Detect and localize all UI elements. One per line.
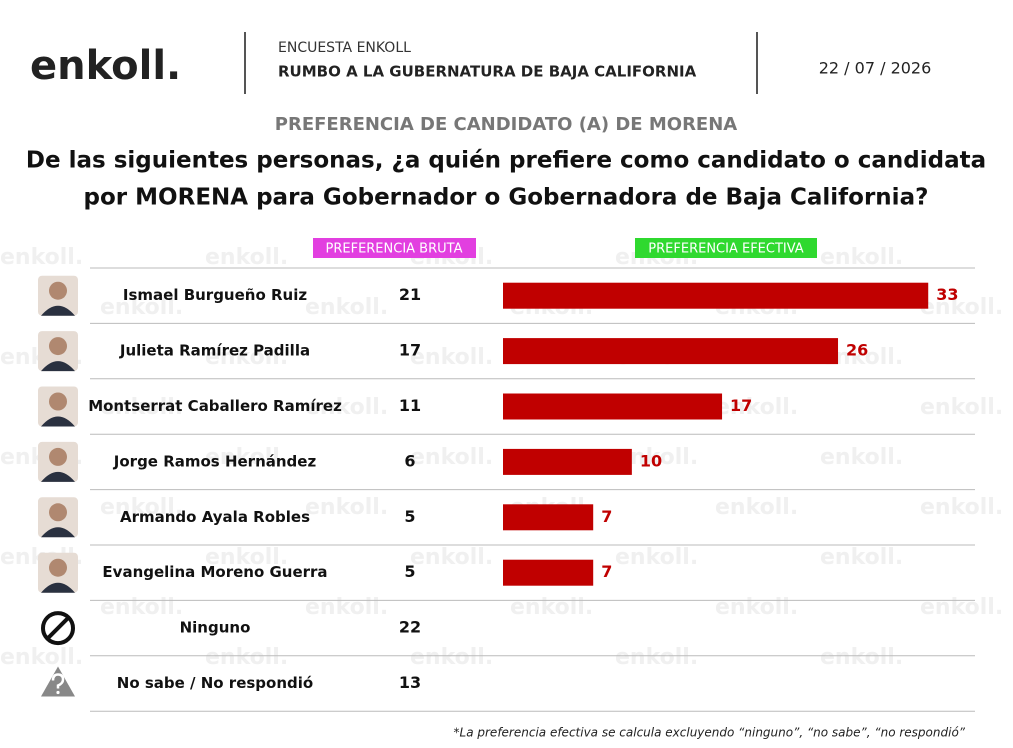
value-label: 7 <box>601 562 612 581</box>
watermark: enkoll. <box>410 545 493 570</box>
watermark: enkoll. <box>715 595 798 620</box>
category-label: Montserrat Caballero Ramírez <box>88 397 342 415</box>
watermark: enkoll. <box>0 645 83 670</box>
bar <box>503 448 632 475</box>
avatar-body <box>41 527 75 538</box>
raw-value: 6 <box>404 451 415 470</box>
watermark: enkoll. <box>410 345 493 370</box>
survey-name: ENCUESTA ENKOLL <box>278 40 411 56</box>
watermark: enkoll. <box>615 545 698 570</box>
watermark: enkoll. <box>0 245 83 270</box>
raw-value: 5 <box>404 562 415 581</box>
watermark: enkoll. <box>820 645 903 670</box>
question: De las siguientes personas, ¿a quién pre… <box>26 148 986 174</box>
icon-none <box>41 611 75 646</box>
value-label: 33 <box>936 285 958 304</box>
footnote: *La preferencia efectiva se calcula excl… <box>454 726 966 740</box>
value-label: 26 <box>846 341 868 360</box>
category-label: Jorge Ramos Hernández <box>113 452 317 470</box>
bar <box>503 338 839 365</box>
watermark: enkoll. <box>715 395 798 420</box>
watermark: enkoll. <box>100 495 183 520</box>
value-label: 7 <box>601 507 612 526</box>
logo: enkoll. <box>30 43 181 89</box>
avatar-body <box>41 471 75 482</box>
survey-subtitle: RUMBO A LA GUBERNATURA DE BAJA CALIFORNI… <box>278 63 697 81</box>
watermark: enkoll. <box>615 645 698 670</box>
category-label: Armando Ayala Robles <box>120 508 310 526</box>
category-label: Ninguno <box>180 619 251 637</box>
bar <box>503 393 723 420</box>
icon-none <box>46 616 70 640</box>
avatar-head <box>49 337 67 356</box>
column-header: PREFERENCIA EFECTIVA <box>648 242 804 257</box>
value-label: 17 <box>730 396 752 415</box>
chart-title: PREFERENCIA DE CANDIDATO (A) DE MORENA <box>275 114 738 135</box>
avatar-head <box>49 447 67 466</box>
icon-unknown <box>56 690 60 695</box>
watermark: enkoll. <box>100 295 183 320</box>
watermark: enkoll. <box>205 345 288 370</box>
avatar-head <box>49 281 67 300</box>
watermark: enkoll. <box>305 395 388 420</box>
column-header: PREFERENCIA BRUTA <box>326 242 463 257</box>
category-label: Ismael Burgueño Ruiz <box>123 286 307 304</box>
value-label: 10 <box>640 451 662 470</box>
avatar-body <box>41 582 75 593</box>
watermark: enkoll. <box>410 645 493 670</box>
category-label: Evangelina Moreno Guerra <box>102 563 327 581</box>
avatar-body <box>41 305 75 316</box>
watermark: enkoll. <box>100 595 183 620</box>
icon-unknown <box>41 666 75 697</box>
avatar-head <box>49 558 67 577</box>
watermark: enkoll. <box>305 495 388 520</box>
bar <box>503 559 594 586</box>
watermark: enkoll. <box>305 295 388 320</box>
question: por MORENA para Gobernador o Gobernadora… <box>84 185 929 211</box>
watermark: enkoll. <box>410 445 493 470</box>
watermark: enkoll. <box>305 595 388 620</box>
avatar-body <box>41 361 75 372</box>
category-label: Julieta Ramírez Padilla <box>119 342 310 360</box>
legend-swatch <box>313 238 476 258</box>
raw-value: 11 <box>399 396 421 415</box>
category-label: No sabe / No respondió <box>117 674 313 692</box>
date: 22 / 07 / 2026 <box>819 59 932 78</box>
watermark: enkoll. <box>205 445 288 470</box>
watermark: enkoll. <box>920 295 1003 320</box>
watermark: enkoll. <box>820 245 903 270</box>
raw-value: 13 <box>399 673 421 692</box>
icon-unknown <box>51 673 65 689</box>
raw-value: 17 <box>399 341 421 360</box>
watermark: enkoll. <box>920 595 1003 620</box>
raw-value: 22 <box>399 618 421 637</box>
watermark: enkoll. <box>510 595 593 620</box>
watermark: enkoll. <box>100 395 183 420</box>
watermark: enkoll. <box>205 245 288 270</box>
watermark: enkoll. <box>715 495 798 520</box>
bar <box>503 282 929 309</box>
avatar-head <box>49 503 67 522</box>
raw-value: 21 <box>399 285 421 304</box>
watermark: enkoll. <box>820 445 903 470</box>
bar <box>503 504 594 531</box>
avatar-head <box>49 392 67 411</box>
watermark: enkoll. <box>920 495 1003 520</box>
avatar-body <box>41 416 75 427</box>
raw-value: 5 <box>404 507 415 526</box>
watermark: enkoll. <box>205 645 288 670</box>
legend-swatch <box>635 238 817 258</box>
watermark: enkoll. <box>820 545 903 570</box>
watermark: enkoll. <box>205 545 288 570</box>
watermark: enkoll. <box>920 395 1003 420</box>
